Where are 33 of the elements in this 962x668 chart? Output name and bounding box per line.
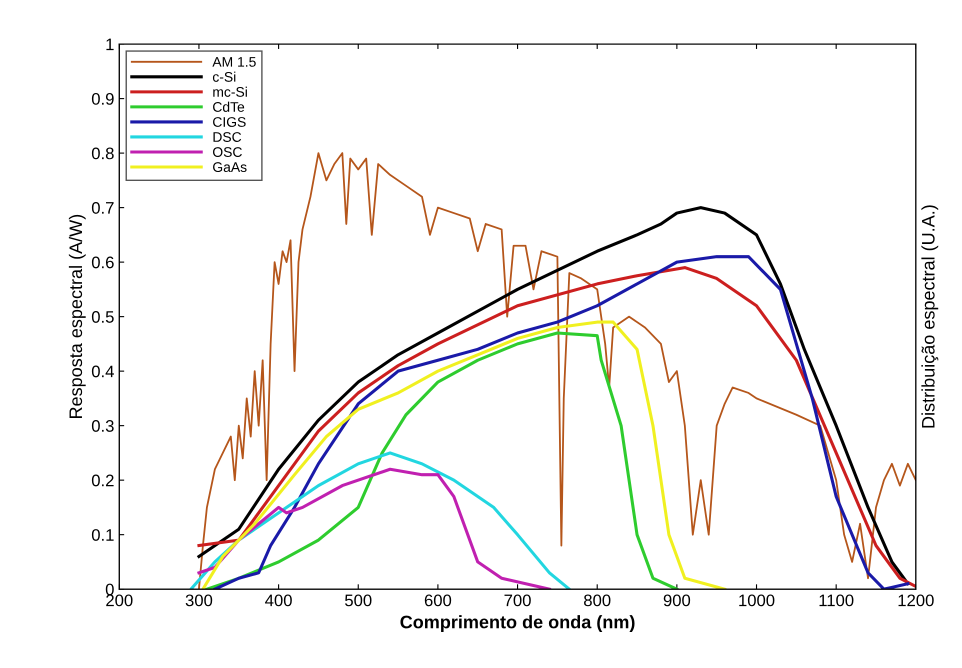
legend-label: CIGS [213, 117, 246, 127]
y-tick-label: 0.5 [92, 311, 114, 323]
x-tick-label: 200 [106, 594, 133, 606]
x-tick-label: 700 [504, 594, 531, 606]
y-tick-label: 0.3 [92, 420, 114, 432]
y-tick-label: 0.4 [92, 366, 114, 378]
y-tick-label: 0.7 [92, 202, 114, 214]
y2-axis-title: Distribuição espectral (U.A.) [921, 205, 938, 428]
legend-label: CdTe [213, 102, 244, 112]
y-tick-label: 1 [106, 38, 114, 50]
legend-label: OSC [213, 147, 242, 157]
x-tick-label: 900 [664, 594, 690, 606]
x-tick-label: 1100 [820, 594, 854, 606]
x-tick-label: 400 [265, 594, 292, 606]
y-tick-label: 0.6 [92, 256, 114, 268]
x-tick-label: 300 [186, 594, 212, 606]
legend-label: DSC [213, 132, 242, 142]
y-tick-label: 0 [106, 584, 114, 596]
legend-label: GaAs [213, 162, 247, 172]
y-tick-label: 0.8 [92, 148, 114, 160]
legend-label: c-Si [212, 72, 236, 82]
y-axis-title: Resposta espectral (A/W) [68, 214, 86, 418]
y-tick-label: 0.1 [92, 529, 114, 541]
y-tick-label: 0.2 [92, 474, 114, 486]
x-tick-label: 500 [345, 594, 372, 606]
x-tick-label: 1200 [898, 594, 934, 606]
x-tick-label: 600 [424, 594, 452, 606]
legend-label: mc-Si [213, 86, 247, 97]
y-tick-label: 0.9 [92, 93, 114, 105]
x-tick-label: 800 [584, 594, 610, 606]
legend-label: AM 1.5 [212, 57, 256, 67]
x-tick-label: 1000 [739, 594, 774, 606]
x-axis-title: Comprimento de onda (nm) [400, 615, 635, 632]
